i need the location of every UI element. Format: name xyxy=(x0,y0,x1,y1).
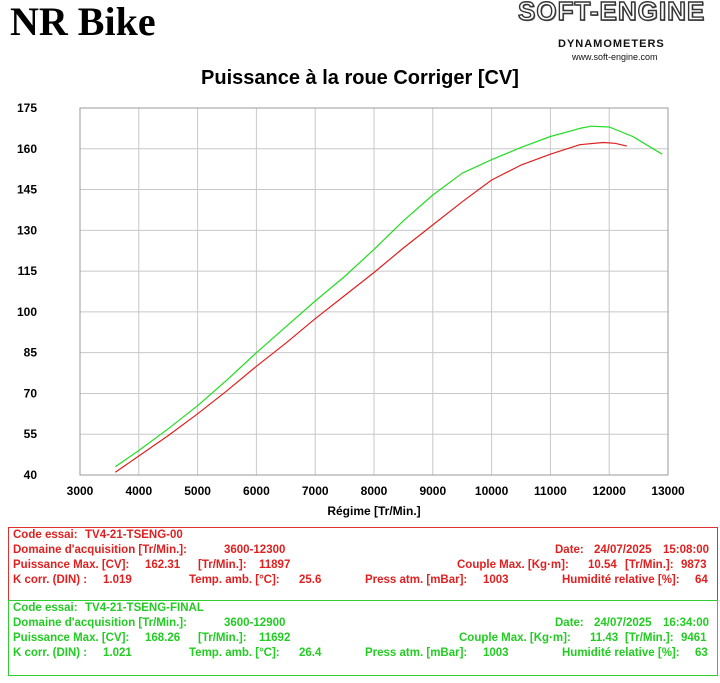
y-tick-label: 85 xyxy=(24,346,38,360)
run-info-row: K corr. (DIN) : 1.019 Temp. amb. [°C]: 2… xyxy=(9,573,717,588)
torque-rpm-value: 9873 xyxy=(681,559,707,571)
torque-rpm-label: [Tr/Min.]: xyxy=(625,559,674,571)
torque-rpm-label: [Tr/Min.]: xyxy=(625,632,674,644)
humidity-label: Humidité relative [%]: xyxy=(562,574,680,586)
series-line xyxy=(114,125,663,468)
code-label: Code essai: xyxy=(13,529,78,541)
torque-value: 10.54 xyxy=(588,559,617,571)
run-info-box-green: Code essai: TV4-21-TSENG-FINAL Domaine d… xyxy=(8,600,718,676)
run-info-row: Domaine d'acquisition [Tr/Min.]: 3600-12… xyxy=(9,616,717,631)
y-tick-label: 55 xyxy=(24,427,38,441)
y-tick-label: 70 xyxy=(24,386,38,400)
date-label: Date: xyxy=(555,617,584,629)
shop-name: NR Bike xyxy=(10,0,156,44)
power-rpm-label: [Tr/Min.]: xyxy=(198,632,247,644)
temp-value: 25.6 xyxy=(299,574,322,586)
soft-engine-logo: SOFT-ENGINE DYNAMOMETERS www.soft-engine… xyxy=(500,0,720,66)
power-label: Puissance Max. [CV]: xyxy=(13,632,130,644)
date-value: 24/07/2025 xyxy=(594,544,652,556)
power-value: 168.26 xyxy=(145,632,181,644)
kcorr-label: K corr. (DIN) : xyxy=(13,647,88,659)
y-tick-label: 100 xyxy=(17,305,37,319)
torque-label: Couple Max. [Kg·m]: xyxy=(457,559,569,571)
domain-label: Domaine d'acquisition [Tr/Min.]: xyxy=(13,544,187,556)
humidity-value: 63 xyxy=(695,647,708,659)
y-tick-label: 115 xyxy=(18,264,38,278)
code-label: Code essai: xyxy=(13,602,78,614)
time-value: 16:34:00 xyxy=(663,617,710,629)
y-tick-label: 175 xyxy=(17,101,37,115)
press-label: Press atm. [mBar]: xyxy=(365,574,468,586)
y-tick-label: 40 xyxy=(24,468,38,482)
x-tick-label: 10000 xyxy=(475,484,509,498)
run-info-row: K corr. (DIN) : 1.021 Temp. amb. [°C]: 2… xyxy=(9,646,717,661)
time-value: 15:08:00 xyxy=(663,544,710,556)
temp-value: 26.4 xyxy=(299,647,322,659)
x-tick-label: 11000 xyxy=(534,484,567,498)
power-value: 162.31 xyxy=(145,559,181,571)
press-value: 1003 xyxy=(483,574,509,586)
plot-area-border xyxy=(79,107,669,476)
press-value: 1003 xyxy=(483,647,509,659)
x-tick-label: 7000 xyxy=(302,484,329,498)
domain-value: 3600-12900 xyxy=(224,617,286,629)
power-label: Puissance Max. [CV]: xyxy=(13,559,130,571)
power-rpm-value: 11692 xyxy=(259,632,291,644)
run-info-row: Code essai: TV4-21-TSENG-00 xyxy=(9,528,717,543)
humidity-label: Humidité relative [%]: xyxy=(562,647,680,659)
torque-label: Couple Max. [Kg·m]: xyxy=(459,632,571,644)
kcorr-value: 1.019 xyxy=(103,574,132,586)
date-value: 24/07/2025 xyxy=(594,617,652,629)
y-tick-label: 130 xyxy=(17,223,37,237)
x-tick-label: 5000 xyxy=(184,484,211,498)
x-tick-label: 9000 xyxy=(419,484,446,498)
run-info-row: Puissance Max. [CV]: 162.31 [Tr/Min.]: 1… xyxy=(9,558,717,573)
power-rpm-value: 11897 xyxy=(259,559,291,571)
run-info-row: Puissance Max. [CV]: 168.26 [Tr/Min.]: 1… xyxy=(9,631,717,646)
logo-main-text: SOFT-ENGINE xyxy=(517,0,706,27)
x-tick-label: 4000 xyxy=(125,484,152,498)
press-label: Press atm. [mBar]: xyxy=(365,647,468,659)
code-value: TV4-21-TSENG-FINAL xyxy=(85,602,204,614)
code-value: TV4-21-TSENG-00 xyxy=(85,529,183,541)
torque-value: 11.43 xyxy=(590,632,619,644)
x-tick-label: 13000 xyxy=(651,484,685,498)
x-tick-label: 6000 xyxy=(243,484,270,498)
chart-title: Puissance à la roue Corriger [CV] xyxy=(201,67,519,89)
kcorr-value: 1.021 xyxy=(103,647,132,659)
power-chart: 3000 4000 5000 6000 7000 8000 9000 10000 11000 12… xyxy=(17,101,685,518)
humidity-value: 64 xyxy=(695,574,708,586)
date-label: Date: xyxy=(555,544,584,556)
run-info-box-red: Code essai: TV4-21-TSENG-00 Domaine d'ac… xyxy=(8,527,718,601)
domain-label: Domaine d'acquisition [Tr/Min.]: xyxy=(13,617,187,629)
torque-rpm-value: 9461 xyxy=(681,632,707,644)
x-tick-label: 8000 xyxy=(361,484,388,498)
domain-value: 3600-12300 xyxy=(224,544,286,556)
run-info-row: Code essai: TV4-21-TSENG-FINAL xyxy=(9,601,717,616)
temp-label: Temp. amb. [°C]: xyxy=(189,574,280,586)
x-tick-label: 3000 xyxy=(67,484,94,498)
y-tick-label: 160 xyxy=(17,142,37,156)
y-tick-label: 145 xyxy=(17,183,37,197)
power-rpm-label: [Tr/Min.]: xyxy=(198,559,247,571)
logo-sub-text: DYNAMOMETERS xyxy=(558,38,665,50)
logo-url-text: www.soft-engine.com xyxy=(572,52,658,62)
x-axis-label: Régime [Tr/Min.] xyxy=(327,504,420,518)
kcorr-label: K corr. (DIN) : xyxy=(13,574,88,586)
x-tick-label: 12000 xyxy=(593,484,627,498)
run-info-row: Domaine d'acquisition [Tr/Min.]: 3600-12… xyxy=(9,543,717,558)
series-line xyxy=(114,141,627,473)
temp-label: Temp. amb. [°C]: xyxy=(189,647,280,659)
